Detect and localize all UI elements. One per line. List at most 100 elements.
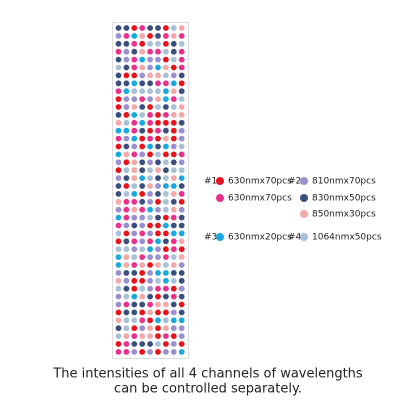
led-dot: [163, 277, 169, 284]
led-dot: [170, 25, 177, 31]
led-dot: [163, 309, 169, 316]
led-dot: [123, 72, 130, 79]
led-dot: [139, 48, 146, 55]
led-dot: [123, 349, 130, 355]
led-dot: [123, 88, 130, 95]
led-dot: [178, 301, 185, 308]
led-dot: [178, 80, 185, 87]
led-dot: [163, 151, 169, 158]
led-dot: [170, 238, 177, 245]
led-dot: [115, 349, 122, 355]
led-dot: [131, 119, 138, 126]
led-dot: [155, 25, 161, 31]
led-dot: [163, 238, 169, 245]
led-dot: [115, 317, 122, 324]
led-dot: [123, 112, 130, 118]
led-dot: [131, 64, 138, 71]
led-dot: [139, 246, 146, 253]
led-dot: [163, 104, 169, 110]
led-dot: [170, 333, 177, 339]
led-dot: [178, 349, 185, 355]
led-dot: [163, 143, 169, 150]
led-dot: [139, 96, 146, 102]
led-dot: [178, 214, 185, 221]
led-dot: [123, 96, 130, 102]
led-dot: [170, 183, 177, 189]
led-dot: [123, 127, 130, 134]
led-dot: [115, 119, 122, 126]
led-dot: [178, 159, 185, 166]
led-dot: [139, 270, 146, 276]
legend-dot: [216, 233, 224, 241]
led-dot: [139, 254, 146, 260]
led-dot: [178, 206, 185, 213]
led-dot: [139, 317, 146, 324]
led-dot: [131, 325, 138, 332]
caption-line: The intensities of all 4 channels of wav…: [52, 367, 363, 382]
led-dot: [155, 191, 161, 197]
led-dot: [170, 270, 177, 276]
led-dot: [178, 25, 185, 31]
led-dot: [163, 25, 169, 31]
led-dot: [123, 40, 130, 47]
led-dot: [163, 135, 169, 142]
led-dot: [170, 293, 177, 300]
led-dot: [155, 285, 161, 292]
led-dot: [170, 119, 177, 126]
led-dot: [115, 222, 122, 229]
led-dot: [170, 135, 177, 142]
led-dot: [155, 143, 161, 150]
led-dot: [115, 48, 122, 55]
led-dot: [115, 214, 122, 221]
led-dot: [155, 301, 161, 308]
led-dot: [170, 48, 177, 55]
led-dot: [139, 159, 146, 166]
led-dot: [155, 33, 161, 39]
led-dot: [170, 64, 177, 71]
led-dot: [163, 222, 169, 229]
led-dot: [139, 183, 146, 189]
legend-dot: [300, 194, 308, 202]
led-dot: [163, 183, 169, 189]
led-dot: [139, 135, 146, 142]
led-dot: [147, 238, 154, 245]
led-dot: [170, 262, 177, 268]
led-dot: [155, 293, 161, 300]
led-dot: [170, 285, 177, 292]
led-dot: [155, 159, 161, 166]
led-dot: [139, 33, 146, 39]
led-dot: [115, 191, 122, 197]
led-dot: [115, 309, 122, 316]
led-dot: [170, 33, 177, 39]
led-dot: [115, 293, 122, 300]
led-dot: [131, 230, 138, 237]
led-dot: [147, 191, 154, 197]
led-dot: [178, 127, 185, 134]
led-dot: [170, 214, 177, 221]
led-dot: [170, 167, 177, 174]
led-dot: [115, 88, 122, 95]
led-dot: [163, 112, 169, 118]
led-dot: [115, 325, 122, 332]
led-dot: [115, 64, 122, 71]
led-dot: [123, 119, 130, 126]
led-dot: [170, 96, 177, 102]
led-dot: [170, 222, 177, 229]
led-dot: [147, 254, 154, 260]
led-dot: [131, 175, 138, 182]
led-dot: [139, 167, 146, 174]
led-dot: [178, 48, 185, 55]
led-dot: [178, 277, 185, 284]
led-dot: [139, 64, 146, 71]
led-dot: [155, 88, 161, 95]
led-dot: [147, 96, 154, 102]
led-dot: [170, 246, 177, 253]
led-dot: [139, 262, 146, 268]
led-dot: [163, 56, 169, 63]
led-dot: [123, 198, 130, 205]
led-dot: [123, 222, 130, 229]
led-dot: [163, 246, 169, 253]
led-dot: [131, 293, 138, 300]
led-dot: [123, 159, 130, 166]
